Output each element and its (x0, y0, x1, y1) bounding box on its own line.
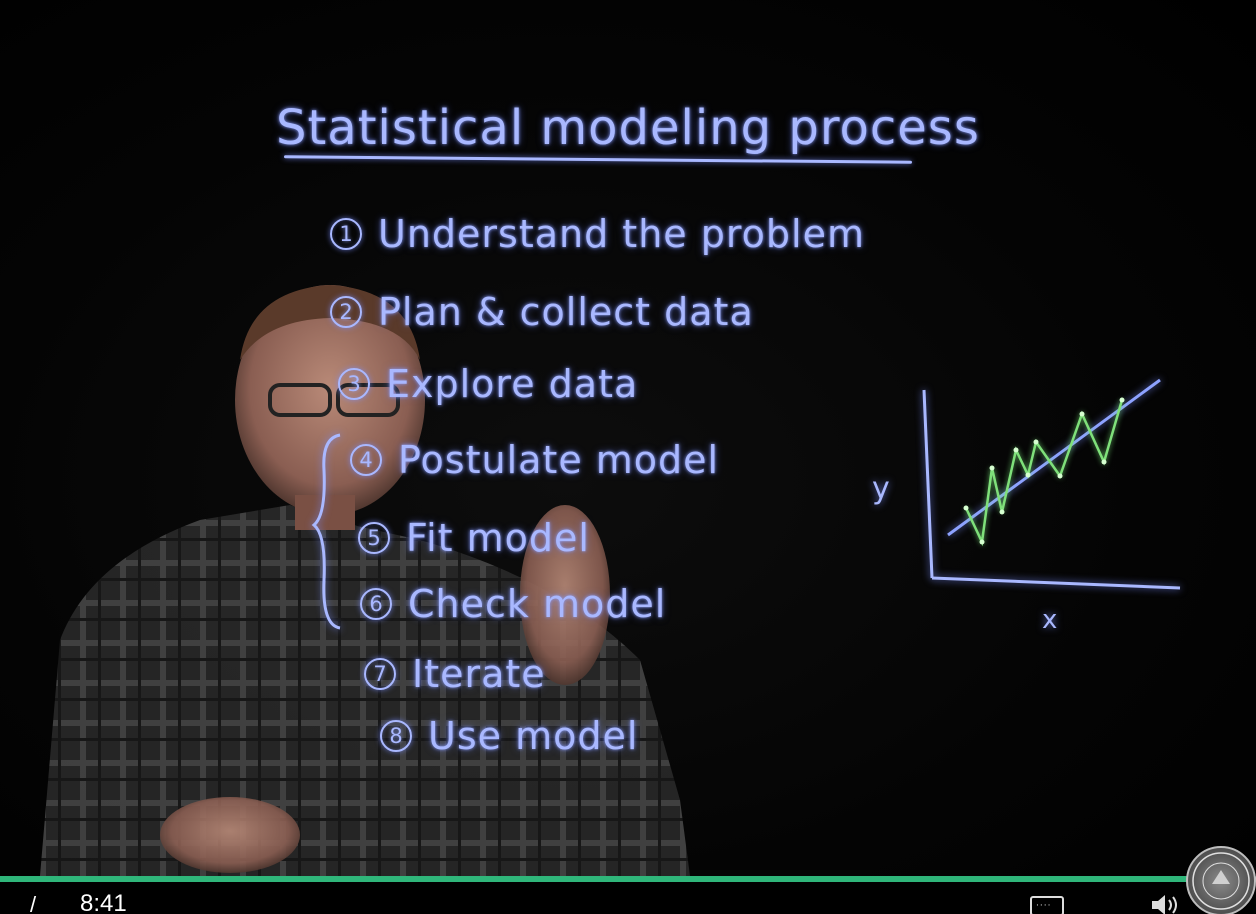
step-number: 1 (330, 218, 362, 250)
step-number: 6 (360, 588, 392, 620)
step-number: 8 (380, 720, 412, 752)
step-label: Understand the problem (378, 212, 865, 256)
step-6: 6 Check model (360, 582, 666, 626)
step-number: 2 (330, 296, 362, 328)
step-1: 1 Understand the problem (330, 212, 865, 256)
trend-line (947, 378, 1161, 537)
step-label: Postulate model (398, 438, 720, 482)
step-number: 4 (350, 444, 382, 476)
step-number: 3 (338, 368, 370, 400)
data-points (963, 397, 1125, 545)
step-label: Explore data (386, 362, 639, 406)
y-axis-label: y (872, 471, 890, 506)
grouping-brace (311, 433, 341, 630)
step-7: 7 Iterate (364, 652, 546, 696)
sketch-plot: y x (872, 378, 1181, 635)
step-label: Fit model (406, 516, 590, 560)
volume-icon[interactable] (1150, 894, 1186, 914)
step-5: 5 Fit model (358, 516, 590, 560)
step-2: 2 Plan & collect data (330, 290, 754, 334)
step-label: Use model (428, 714, 639, 758)
step-3: 3 Explore data (338, 362, 638, 406)
current-time: 8:41 (80, 890, 127, 914)
x-axis-label: x (1042, 605, 1057, 635)
video-frame[interactable]: Statistical modeling process 1 Understan… (0, 0, 1256, 876)
control-bar: / 8:41 ···· (0, 882, 1256, 914)
step-number: 7 (364, 658, 396, 690)
university-seal-icon (1186, 846, 1256, 914)
board-title: Statistical modeling process (276, 100, 980, 156)
x-axis-line (931, 576, 1181, 590)
data-line (964, 399, 1124, 547)
y-axis-line (922, 389, 934, 579)
time-separator: / (30, 892, 37, 914)
step-label: Check model (408, 582, 667, 626)
captions-icon[interactable]: ···· (1030, 896, 1064, 914)
progress-fill (0, 876, 1249, 882)
step-4: 4 Postulate model (350, 438, 719, 482)
step-8: 8 Use model (380, 714, 638, 758)
step-label: Plan & collect data (378, 290, 754, 334)
step-label: Iterate (412, 652, 546, 696)
step-number: 5 (358, 522, 390, 554)
